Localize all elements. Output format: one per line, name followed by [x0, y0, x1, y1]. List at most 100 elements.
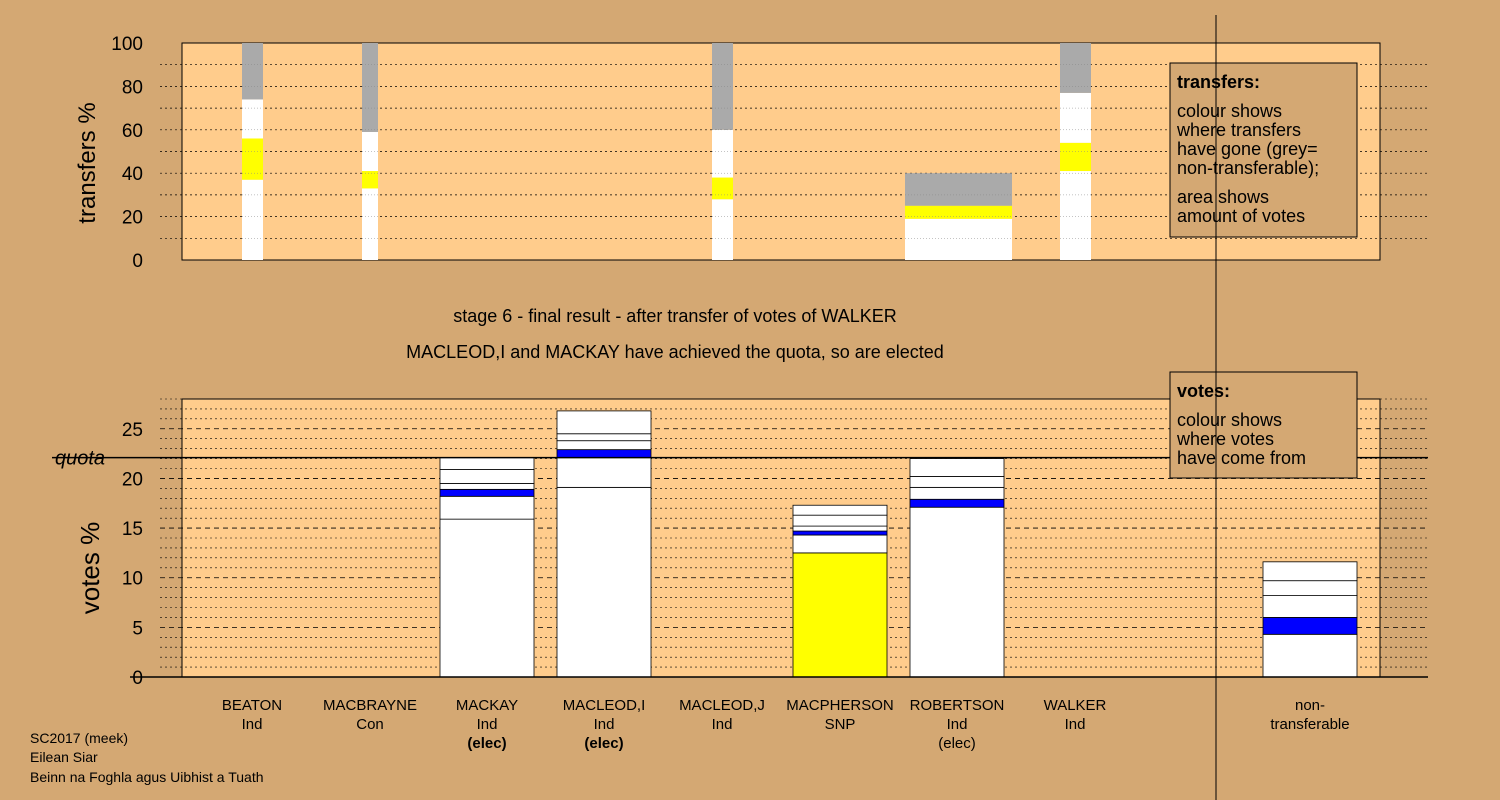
votes-legend: votes: colour shows where votes have com… [1169, 371, 1358, 479]
candidate-party: transferable [1270, 716, 1349, 733]
vote-segment [1262, 595, 1358, 618]
y-tick-label: 100 [111, 34, 143, 55]
transfers-bars [242, 43, 1091, 260]
votes-panel: 0 5 10 15 20 25 quota votes % BEATON Ind MACBRA… [52, 398, 1428, 752]
y-tick-label: 20 [122, 208, 143, 229]
vote-segment [439, 495, 535, 520]
y-tick-label: 20 [122, 469, 143, 490]
transfer-segment [712, 177, 733, 200]
candidate-name: ROBERTSON [910, 697, 1005, 714]
votes-y-ticks: 0 5 10 15 20 25 [122, 420, 143, 689]
vote-segment [439, 457, 535, 470]
transfer-segment [905, 205, 1012, 219]
elected-note: MACLEOD,I and MACKAY have achieved the q… [406, 342, 944, 362]
vote-segment [909, 486, 1005, 500]
transfer-segment [1060, 142, 1091, 172]
vote-segment [792, 504, 888, 516]
vote-segment [792, 534, 888, 554]
y-tick-label: 0 [132, 668, 143, 689]
transfer-segment [242, 179, 263, 260]
vote-segment [439, 518, 535, 678]
candidate-name: MACPHERSON [786, 697, 894, 714]
votes-legend-line: have come from [1177, 448, 1306, 468]
y-tick-label: 5 [132, 618, 143, 639]
transfer-segment [362, 131, 378, 172]
votes-legend-title: votes: [1177, 381, 1230, 401]
candidate-status: (elec) [584, 735, 623, 752]
y-tick-label: 60 [122, 121, 143, 142]
y-tick-label: 80 [122, 77, 143, 98]
transfer-segment [1060, 43, 1091, 93]
candidate-name: BEATON [222, 697, 282, 714]
transfer-segment [362, 188, 378, 260]
transfer-segment [242, 138, 263, 180]
vote-segment [1262, 561, 1358, 582]
transfer-segment [242, 99, 263, 139]
vote-segment [909, 476, 1005, 488]
vote-segment [556, 457, 652, 488]
candidate-labels: BEATON Ind MACBRAYNE Con MACKAY Ind (elec) MACL… [222, 697, 1350, 752]
votes-legend-line: colour shows [1177, 410, 1282, 430]
transfers-legend-line: where transfers [1176, 120, 1301, 140]
footer-line: Beinn na Foghla agus Uibhist a Tuath [30, 769, 264, 785]
candidate-party: Ind [712, 716, 733, 733]
candidate-status: (elec) [467, 735, 506, 752]
candidate-party: Ind [477, 716, 498, 733]
candidate-party: Ind [1065, 716, 1086, 733]
vote-segment [556, 486, 652, 678]
y-tick-label: 40 [122, 164, 143, 185]
vote-segment [792, 525, 888, 532]
candidate-name: MACLEOD,I [563, 697, 646, 714]
transfer-segment [362, 43, 378, 132]
candidate-name: MACBRAYNE [323, 697, 417, 714]
vote-segment [909, 498, 1005, 508]
votes-y-axis-label: votes % [75, 522, 105, 615]
vote-segment [1262, 580, 1358, 596]
vote-segment [556, 410, 652, 435]
vote-segment [1262, 633, 1358, 678]
transfers-legend-title: transfers: [1177, 72, 1260, 92]
candidate-party: Ind [594, 716, 615, 733]
candidate-party: SNP [825, 716, 856, 733]
vote-segment [439, 469, 535, 484]
transfer-segment [712, 199, 733, 260]
transfers-legend-line: have gone (grey= [1177, 139, 1318, 159]
candidate-name: MACLEOD,J [679, 697, 765, 714]
stage-title: stage 6 - final result - after transfer … [453, 306, 897, 326]
vote-segment [909, 458, 1005, 477]
transfers-legend-box [1169, 62, 1358, 238]
candidate-name: MACKAY [456, 697, 518, 714]
footer-line: SC2017 (meek) [30, 730, 128, 746]
votes-bars [439, 410, 1358, 678]
footer-line: Eilean Siar [30, 749, 98, 765]
candidate-party: Con [356, 716, 384, 733]
transfers-legend-line: non-transferable); [1177, 158, 1319, 178]
votes-legend-box [1169, 371, 1358, 479]
candidate-party: Ind [242, 716, 263, 733]
vote-segment [792, 530, 888, 536]
transfers-legend: transfers: colour shows where transfers … [1169, 62, 1358, 238]
transfer-segment [242, 43, 263, 100]
vote-segment [792, 552, 888, 678]
candidate-status: (elec) [938, 735, 976, 752]
transfers-y-ticks: 0 20 40 60 80 100 [111, 34, 143, 272]
candidate-name: non- [1295, 697, 1325, 714]
transfers-legend-line: colour shows [1177, 101, 1282, 121]
y-tick-label: 10 [122, 569, 143, 590]
vote-segment [556, 433, 652, 442]
transfer-segment [905, 173, 1012, 206]
transfers-legend-line: amount of votes [1177, 206, 1305, 226]
y-tick-label: 15 [122, 519, 143, 540]
vote-segment [1262, 617, 1358, 635]
transfers-y-axis-label: transfers % [74, 102, 101, 223]
quota-label: quota [55, 448, 105, 470]
transfers-legend-line: area shows [1177, 187, 1269, 207]
y-tick-label: 25 [122, 420, 143, 441]
candidate-party: Ind [947, 716, 968, 733]
candidate-name: WALKER [1044, 697, 1107, 714]
transfer-segment [1060, 171, 1091, 260]
transfer-segment [712, 129, 733, 178]
vote-segment [909, 506, 1005, 678]
vote-segment [792, 514, 888, 527]
